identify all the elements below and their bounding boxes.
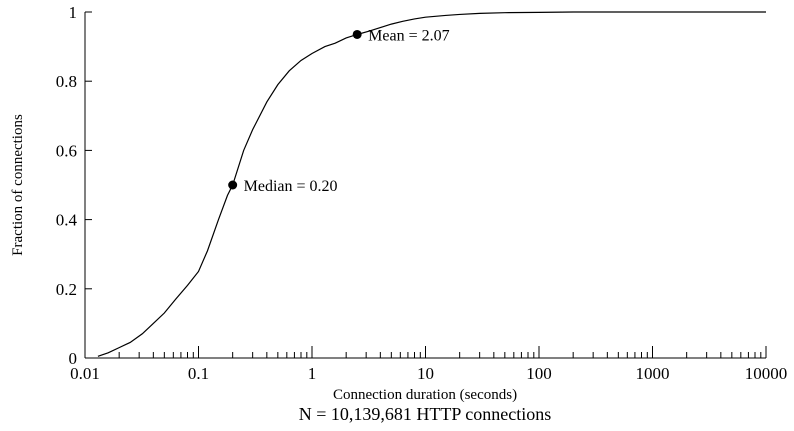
y-tick-label: 0 xyxy=(69,349,78,368)
annotations: Median = 0.20 Mean = 2.07 xyxy=(228,27,450,195)
x-tick-label: 10000 xyxy=(745,364,788,383)
annotation-point xyxy=(352,29,362,39)
annotation-label: Median = 0.20 xyxy=(244,178,338,195)
y-tick-label: 1 xyxy=(69,3,78,22)
y-axis-ticks: 0 0.2 0.4 0.6 0.8 1 xyxy=(56,3,92,368)
annotation-point xyxy=(228,180,238,190)
y-tick-label: 0.6 xyxy=(56,141,77,160)
y-tick-label: 0.8 xyxy=(56,72,77,91)
cdf-curve xyxy=(97,11,766,357)
chart-caption: N = 10,139,681 HTTP connections xyxy=(299,404,551,424)
x-tick-label: 0.01 xyxy=(70,364,100,383)
x-tick-label: 100 xyxy=(526,364,552,383)
y-axis-title: Fraction of connections xyxy=(10,114,26,256)
x-tick-label: 1000 xyxy=(636,364,670,383)
x-tick-label: 0.1 xyxy=(188,364,209,383)
x-tick-label: 1 xyxy=(308,364,317,383)
x-tick-label: 10 xyxy=(417,364,434,383)
x-axis-ticks: 0.01 0.1 1 10 100 1000 10000 xyxy=(70,346,787,383)
y-tick-label: 0.2 xyxy=(56,280,77,299)
y-tick-label: 0.4 xyxy=(56,211,78,230)
annotation-label: Mean = 2.07 xyxy=(368,27,449,44)
x-axis-title: Connection duration (seconds) xyxy=(333,387,517,403)
